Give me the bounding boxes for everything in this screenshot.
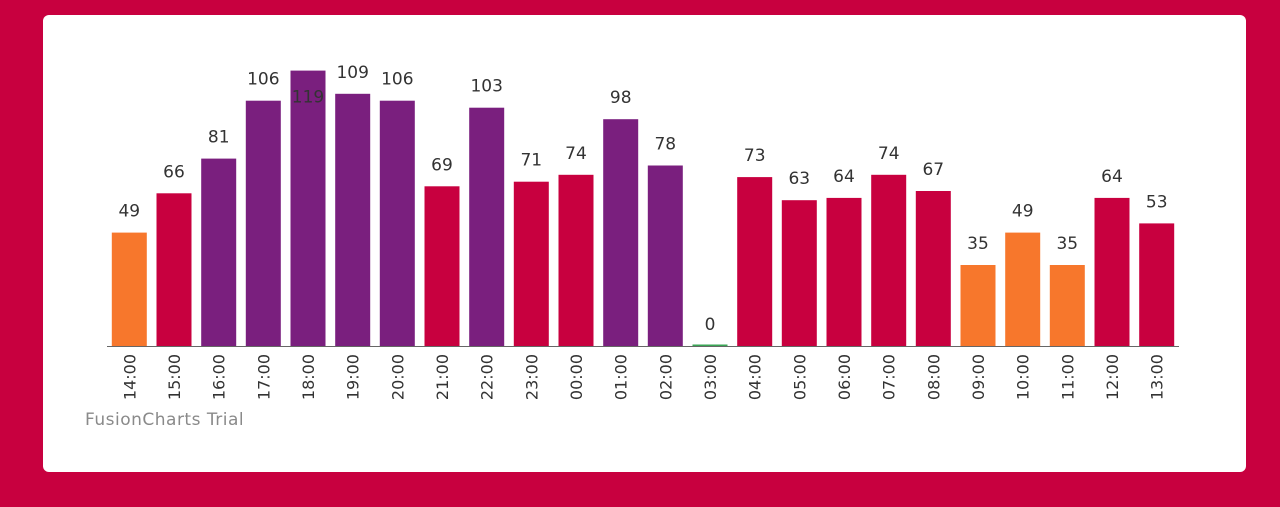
- tick-label-23:00: 23:00: [522, 354, 541, 400]
- tick-label-22:00: 22:00: [478, 354, 497, 400]
- value-label-00:00: 74: [565, 144, 587, 164]
- bar-22:00[interactable]: [469, 107, 505, 346]
- value-label-14:00: 49: [118, 202, 140, 222]
- bar-02:00[interactable]: [647, 165, 683, 347]
- value-label-20:00: 106: [381, 70, 413, 90]
- value-label-17:00: 106: [247, 70, 279, 90]
- tick-label-21:00: 21:00: [433, 354, 452, 400]
- tick-label-20:00: 20:00: [388, 354, 407, 400]
- tick-label-02:00: 02:00: [656, 354, 675, 400]
- bar-18:00[interactable]: [290, 70, 326, 346]
- bar-01:00[interactable]: [603, 119, 639, 346]
- bar-13:00[interactable]: [1139, 223, 1175, 346]
- tick-label-10:00: 10:00: [1014, 354, 1033, 400]
- tick-label-13:00: 13:00: [1148, 354, 1167, 400]
- bar-14:00[interactable]: [111, 232, 147, 346]
- tick-label-00:00: 00:00: [567, 354, 586, 400]
- value-label-12:00: 64: [1101, 167, 1123, 187]
- value-label-11:00: 35: [1056, 234, 1078, 254]
- value-label-09:00: 35: [967, 234, 989, 254]
- bar-20:00[interactable]: [379, 100, 415, 346]
- value-label-23:00: 71: [520, 151, 542, 171]
- tick-label-01:00: 01:00: [612, 354, 631, 400]
- tick-label-16:00: 16:00: [210, 354, 229, 400]
- tick-label-09:00: 09:00: [969, 354, 988, 400]
- bar-07:00[interactable]: [871, 174, 907, 346]
- value-label-03:00: 0: [705, 315, 716, 335]
- chart-card: 49 66 81 106 119 109 106 69 103 71 74 98 78 0 73 63 64 74…: [43, 15, 1246, 472]
- bar-05:00[interactable]: [781, 200, 817, 346]
- value-label-04:00: 73: [744, 146, 766, 166]
- bar-19:00[interactable]: [335, 93, 371, 346]
- value-label-01:00: 98: [610, 88, 632, 108]
- tick-label-17:00: 17:00: [254, 354, 273, 400]
- value-label-02:00: 78: [654, 135, 676, 155]
- tick-label-12:00: 12:00: [1103, 354, 1122, 400]
- bar-10:00[interactable]: [1005, 232, 1041, 346]
- tick-label-05:00: 05:00: [790, 354, 809, 400]
- bars-group: [111, 70, 1175, 347]
- value-label-18:00: 119: [292, 88, 324, 108]
- bar-04:00[interactable]: [737, 177, 773, 346]
- tick-label-04:00: 04:00: [746, 354, 765, 400]
- value-label-08:00: 67: [922, 160, 944, 180]
- value-label-05:00: 63: [788, 169, 810, 189]
- bar-chart: 49 66 81 106 119 109 106 69 103 71 74 98 78 0 73 63 64 74…: [85, 63, 1179, 430]
- bar-03:00[interactable]: [692, 344, 728, 347]
- bar-21:00[interactable]: [424, 186, 460, 346]
- tick-label-03:00: 03:00: [701, 354, 720, 400]
- tick-label-18:00: 18:00: [299, 354, 318, 400]
- bar-11:00[interactable]: [1049, 265, 1085, 346]
- bar-00:00[interactable]: [558, 174, 594, 346]
- bar-09:00[interactable]: [960, 265, 996, 346]
- bar-08:00[interactable]: [915, 191, 951, 346]
- value-label-06:00: 64: [833, 167, 855, 187]
- bar-16:00[interactable]: [201, 158, 237, 346]
- tick-label-11:00: 11:00: [1058, 354, 1077, 400]
- value-labels-group: 49 66 81 106 119 109 106 69 103 71 74 98 78 0 73 63 64 74…: [118, 63, 1167, 335]
- bar-06:00[interactable]: [826, 197, 862, 346]
- value-label-16:00: 81: [208, 128, 230, 148]
- bar-23:00[interactable]: [513, 181, 549, 346]
- tick-label-06:00: 06:00: [835, 354, 854, 400]
- value-label-21:00: 69: [431, 155, 453, 175]
- value-label-10:00: 49: [1012, 202, 1034, 222]
- value-label-07:00: 74: [878, 144, 900, 164]
- tick-label-19:00: 19:00: [344, 354, 363, 400]
- value-label-19:00: 109: [336, 63, 368, 83]
- tick-label-08:00: 08:00: [924, 354, 943, 400]
- bar-15:00[interactable]: [156, 193, 192, 346]
- tick-label-07:00: 07:00: [880, 354, 899, 400]
- tick-label-14:00: 14:00: [120, 354, 139, 400]
- value-label-22:00: 103: [470, 77, 502, 97]
- value-label-15:00: 66: [163, 162, 185, 182]
- watermark-text: FusionCharts Trial: [85, 410, 244, 430]
- bar-17:00[interactable]: [245, 100, 281, 346]
- tick-label-15:00: 15:00: [165, 354, 184, 400]
- value-label-13:00: 53: [1146, 192, 1168, 212]
- x-tick-labels-group: 14:00 15:00 16:00 17:00 18:00 19:00 20:00 21:00…: [120, 354, 1166, 400]
- bar-12:00[interactable]: [1094, 197, 1130, 346]
